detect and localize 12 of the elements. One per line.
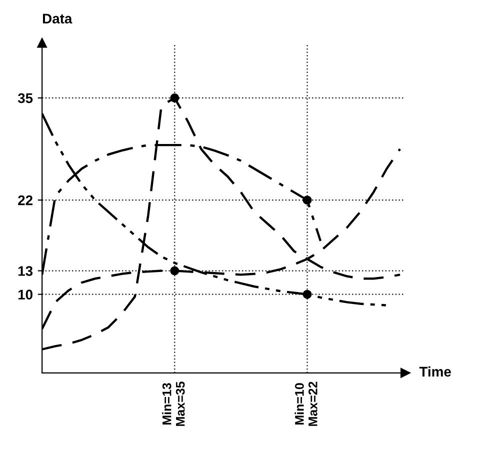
point	[302, 290, 312, 299]
point	[302, 196, 312, 205]
y-axis-title: Data	[42, 14, 72, 24]
x-axis-title: Time	[419, 366, 451, 377]
point	[170, 266, 180, 276]
point	[170, 93, 180, 102]
x-tick-label: Min=10 Max=22	[294, 382, 318, 426]
y-tick-label: 22	[18, 195, 32, 206]
x-tick-label: Min=13 Max=35	[162, 382, 185, 426]
y-tick-label: 10	[18, 290, 32, 300]
y-tick-label: 13	[18, 266, 33, 276]
y-tick-label: 35	[18, 93, 33, 104]
